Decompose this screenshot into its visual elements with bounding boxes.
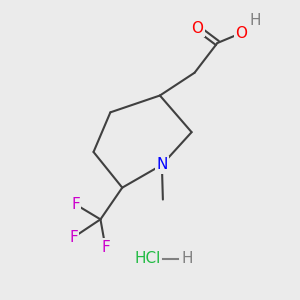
Text: F: F	[101, 240, 110, 255]
Text: H: H	[182, 251, 194, 266]
Text: F: F	[71, 197, 80, 212]
Text: HCl: HCl	[135, 251, 161, 266]
Text: O: O	[235, 26, 247, 40]
Text: F: F	[69, 230, 78, 245]
Text: O: O	[192, 21, 204, 36]
Text: H: H	[249, 13, 261, 28]
Text: N: N	[156, 158, 168, 172]
